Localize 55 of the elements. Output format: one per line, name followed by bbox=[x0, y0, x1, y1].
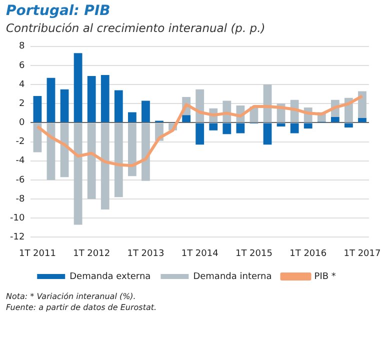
bar bbox=[128, 112, 136, 122]
bar bbox=[114, 90, 123, 122]
bar bbox=[100, 75, 110, 122]
y-tick-label: 6 bbox=[18, 60, 25, 71]
bar bbox=[128, 123, 136, 176]
bar bbox=[236, 123, 245, 134]
y-tick-label: -10 bbox=[10, 213, 25, 224]
x-tick-label: 1T 2016 bbox=[290, 248, 327, 259]
y-tick-label: 2 bbox=[18, 98, 25, 109]
bar bbox=[344, 123, 353, 128]
bar bbox=[330, 116, 340, 122]
x-tick-label: 1T 2017 bbox=[344, 248, 381, 259]
bar bbox=[263, 123, 272, 145]
bar bbox=[290, 123, 299, 134]
chart-title: Portugal: PIB bbox=[6, 3, 112, 19]
chart-subtitle: Contribución al crecimiento interanual (p. p.) bbox=[6, 21, 266, 35]
legend-label: PIB * bbox=[314, 272, 336, 282]
y-tick-label: 4 bbox=[18, 80, 25, 90]
x-tick-label: 1T 2015 bbox=[235, 248, 272, 259]
text: Nota: * Variación interanual (%). bbox=[6, 291, 137, 302]
x-tick-label: 1T 2014 bbox=[181, 248, 219, 259]
source-note: Fuente: a partir de datos de Eurostat. bbox=[6, 302, 158, 313]
x-tick-label: 1T 2012 bbox=[73, 248, 110, 259]
bar bbox=[60, 89, 69, 122]
bar bbox=[114, 123, 123, 198]
bar bbox=[276, 123, 286, 127]
bar bbox=[87, 123, 96, 200]
bar bbox=[222, 123, 232, 134]
bar bbox=[304, 123, 312, 128]
legend-label: Demanda externa bbox=[70, 272, 151, 282]
bar bbox=[182, 115, 191, 122]
bar bbox=[33, 123, 42, 152]
bar bbox=[142, 100, 150, 122]
bar bbox=[209, 123, 218, 130]
y-tick-label: -2 bbox=[16, 137, 25, 148]
legend-label: Demanda interna bbox=[193, 272, 272, 282]
bar bbox=[196, 123, 204, 145]
x-tick-label: 1T 2011 bbox=[18, 248, 56, 259]
bar bbox=[358, 91, 366, 118]
bar bbox=[46, 123, 56, 180]
bar bbox=[87, 76, 96, 122]
x-tick-label: 1T 2013 bbox=[127, 248, 164, 259]
bar bbox=[142, 123, 150, 181]
bar bbox=[358, 118, 366, 122]
bar bbox=[100, 123, 110, 210]
bar bbox=[33, 96, 42, 122]
y-tick-label: -12 bbox=[10, 232, 25, 243]
y-tick-label: 8 bbox=[18, 42, 25, 52]
y-tick-label: -6 bbox=[16, 175, 25, 186]
bar bbox=[46, 78, 56, 122]
y-tick-label: -4 bbox=[16, 156, 25, 166]
bar bbox=[74, 53, 82, 122]
bar bbox=[74, 123, 82, 225]
y-tick-label: 0 bbox=[18, 118, 25, 128]
y-tick-label: -8 bbox=[16, 194, 25, 204]
